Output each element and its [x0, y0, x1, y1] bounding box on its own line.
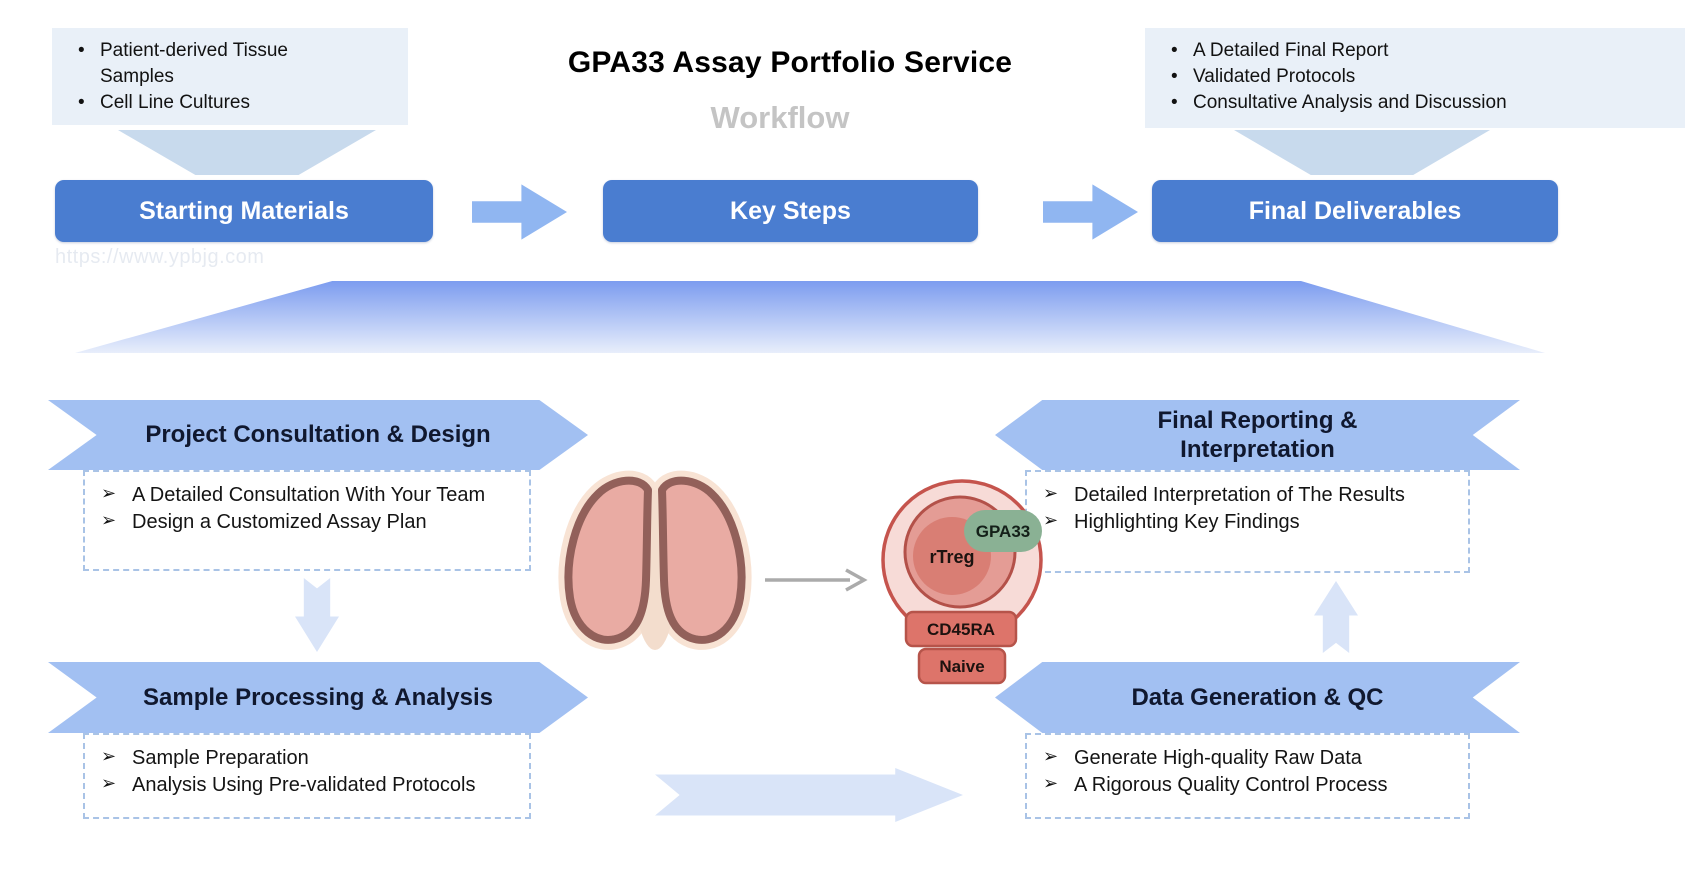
stage-box-key-steps: Key Steps — [603, 180, 978, 242]
list-item: Design a Customized Assay Plan — [99, 509, 504, 536]
gray-arrow-icon — [765, 568, 868, 592]
banner-final-reporting: Final Reporting & Interpretation — [995, 400, 1520, 470]
right-arrow-icon — [1043, 184, 1138, 240]
watermark-url: https://www.ypbjg.com — [55, 246, 265, 268]
stage-box-starting-materials: Starting Materials — [55, 180, 433, 242]
details-box-processing: Sample Preparation Analysis Using Pre-va… — [83, 733, 531, 819]
right-arrow-icon — [472, 184, 567, 240]
list-item: Highlighting Key Findings — [1041, 509, 1446, 536]
details-list: Sample Preparation Analysis Using Pre-va… — [99, 745, 523, 798]
banner-title: Sample Processing & Analysis — [143, 683, 493, 711]
rtreg-label: rTreg — [929, 547, 974, 567]
details-list: Detailed Interpretation of The Results H… — [1041, 482, 1462, 535]
page-title: GPA33 Assay Portfolio Service — [567, 46, 1013, 79]
banner-project-consultation: Project Consultation & Design — [48, 400, 588, 470]
final-deliverables-list-box: A Detailed Final Report Validated Protoc… — [1145, 28, 1685, 128]
list-item: A Detailed Consultation With Your Team — [99, 482, 504, 509]
funnel-shape-right — [1234, 130, 1490, 175]
funnel-shape-left — [118, 130, 376, 175]
page-subtitle: Workflow — [710, 100, 850, 135]
details-list: A Detailed Consultation With Your Team D… — [99, 482, 523, 535]
rtreg-cell-illustration: GPA33 rTreg CD45RA Naive — [881, 479, 1043, 685]
starting-materials-list: Patient-derived Tissue Samples Cell Line… — [74, 38, 400, 117]
organ-right-lobe — [658, 476, 746, 644]
thymus-organ-illustration — [558, 470, 752, 650]
banner-sample-processing: Sample Processing & Analysis — [48, 662, 588, 733]
list-item: Patient-derived Tissue Samples — [74, 38, 340, 90]
details-list: Generate High-quality Raw Data A Rigorou… — [1041, 745, 1462, 798]
details-box-consultation: A Detailed Consultation With Your Team D… — [83, 470, 531, 571]
gpa33-label: GPA33 — [976, 522, 1031, 541]
organ-left-lobe — [564, 476, 652, 644]
list-item: A Rigorous Quality Control Process — [1041, 772, 1446, 799]
gpa33-receptor-shape — [964, 510, 1042, 552]
naive-marker-shape — [917, 647, 1007, 685]
list-item: Validated Protocols — [1167, 64, 1677, 90]
list-item: Sample Preparation — [99, 745, 504, 772]
down-arrow-icon — [295, 578, 339, 652]
banner-data-generation: Data Generation & QC — [995, 662, 1520, 733]
cd45ra-label: CD45RA — [927, 620, 995, 639]
details-box-qc: Generate High-quality Raw Data A Rigorou… — [1025, 733, 1470, 819]
list-item: Detailed Interpretation of The Results — [1041, 482, 1446, 509]
naive-label: Naive — [939, 657, 984, 676]
stage-box-final-deliverables: Final Deliverables — [1152, 180, 1558, 242]
cd45ra-marker-shape — [904, 610, 1018, 648]
gradient-platform-shape — [75, 281, 1545, 353]
list-item: Analysis Using Pre-validated Protocols — [99, 772, 504, 799]
right-arrow-icon — [655, 768, 963, 822]
final-deliverables-list: A Detailed Final Report Validated Protoc… — [1167, 38, 1677, 117]
list-item: Cell Line Cultures — [74, 90, 340, 116]
starting-materials-list-box: Patient-derived Tissue Samples Cell Line… — [52, 28, 408, 125]
list-item: Consultative Analysis and Discussion — [1167, 90, 1677, 116]
list-item: A Detailed Final Report — [1167, 38, 1677, 64]
banner-title: Data Generation & QC — [1131, 683, 1384, 711]
banner-title: Final Reporting & Interpretation — [1157, 406, 1358, 463]
up-arrow-icon — [1314, 581, 1358, 653]
list-item: Generate High-quality Raw Data — [1041, 745, 1446, 772]
details-box-reporting: Detailed Interpretation of The Results H… — [1025, 470, 1470, 573]
banner-title: Project Consultation & Design — [145, 421, 491, 449]
